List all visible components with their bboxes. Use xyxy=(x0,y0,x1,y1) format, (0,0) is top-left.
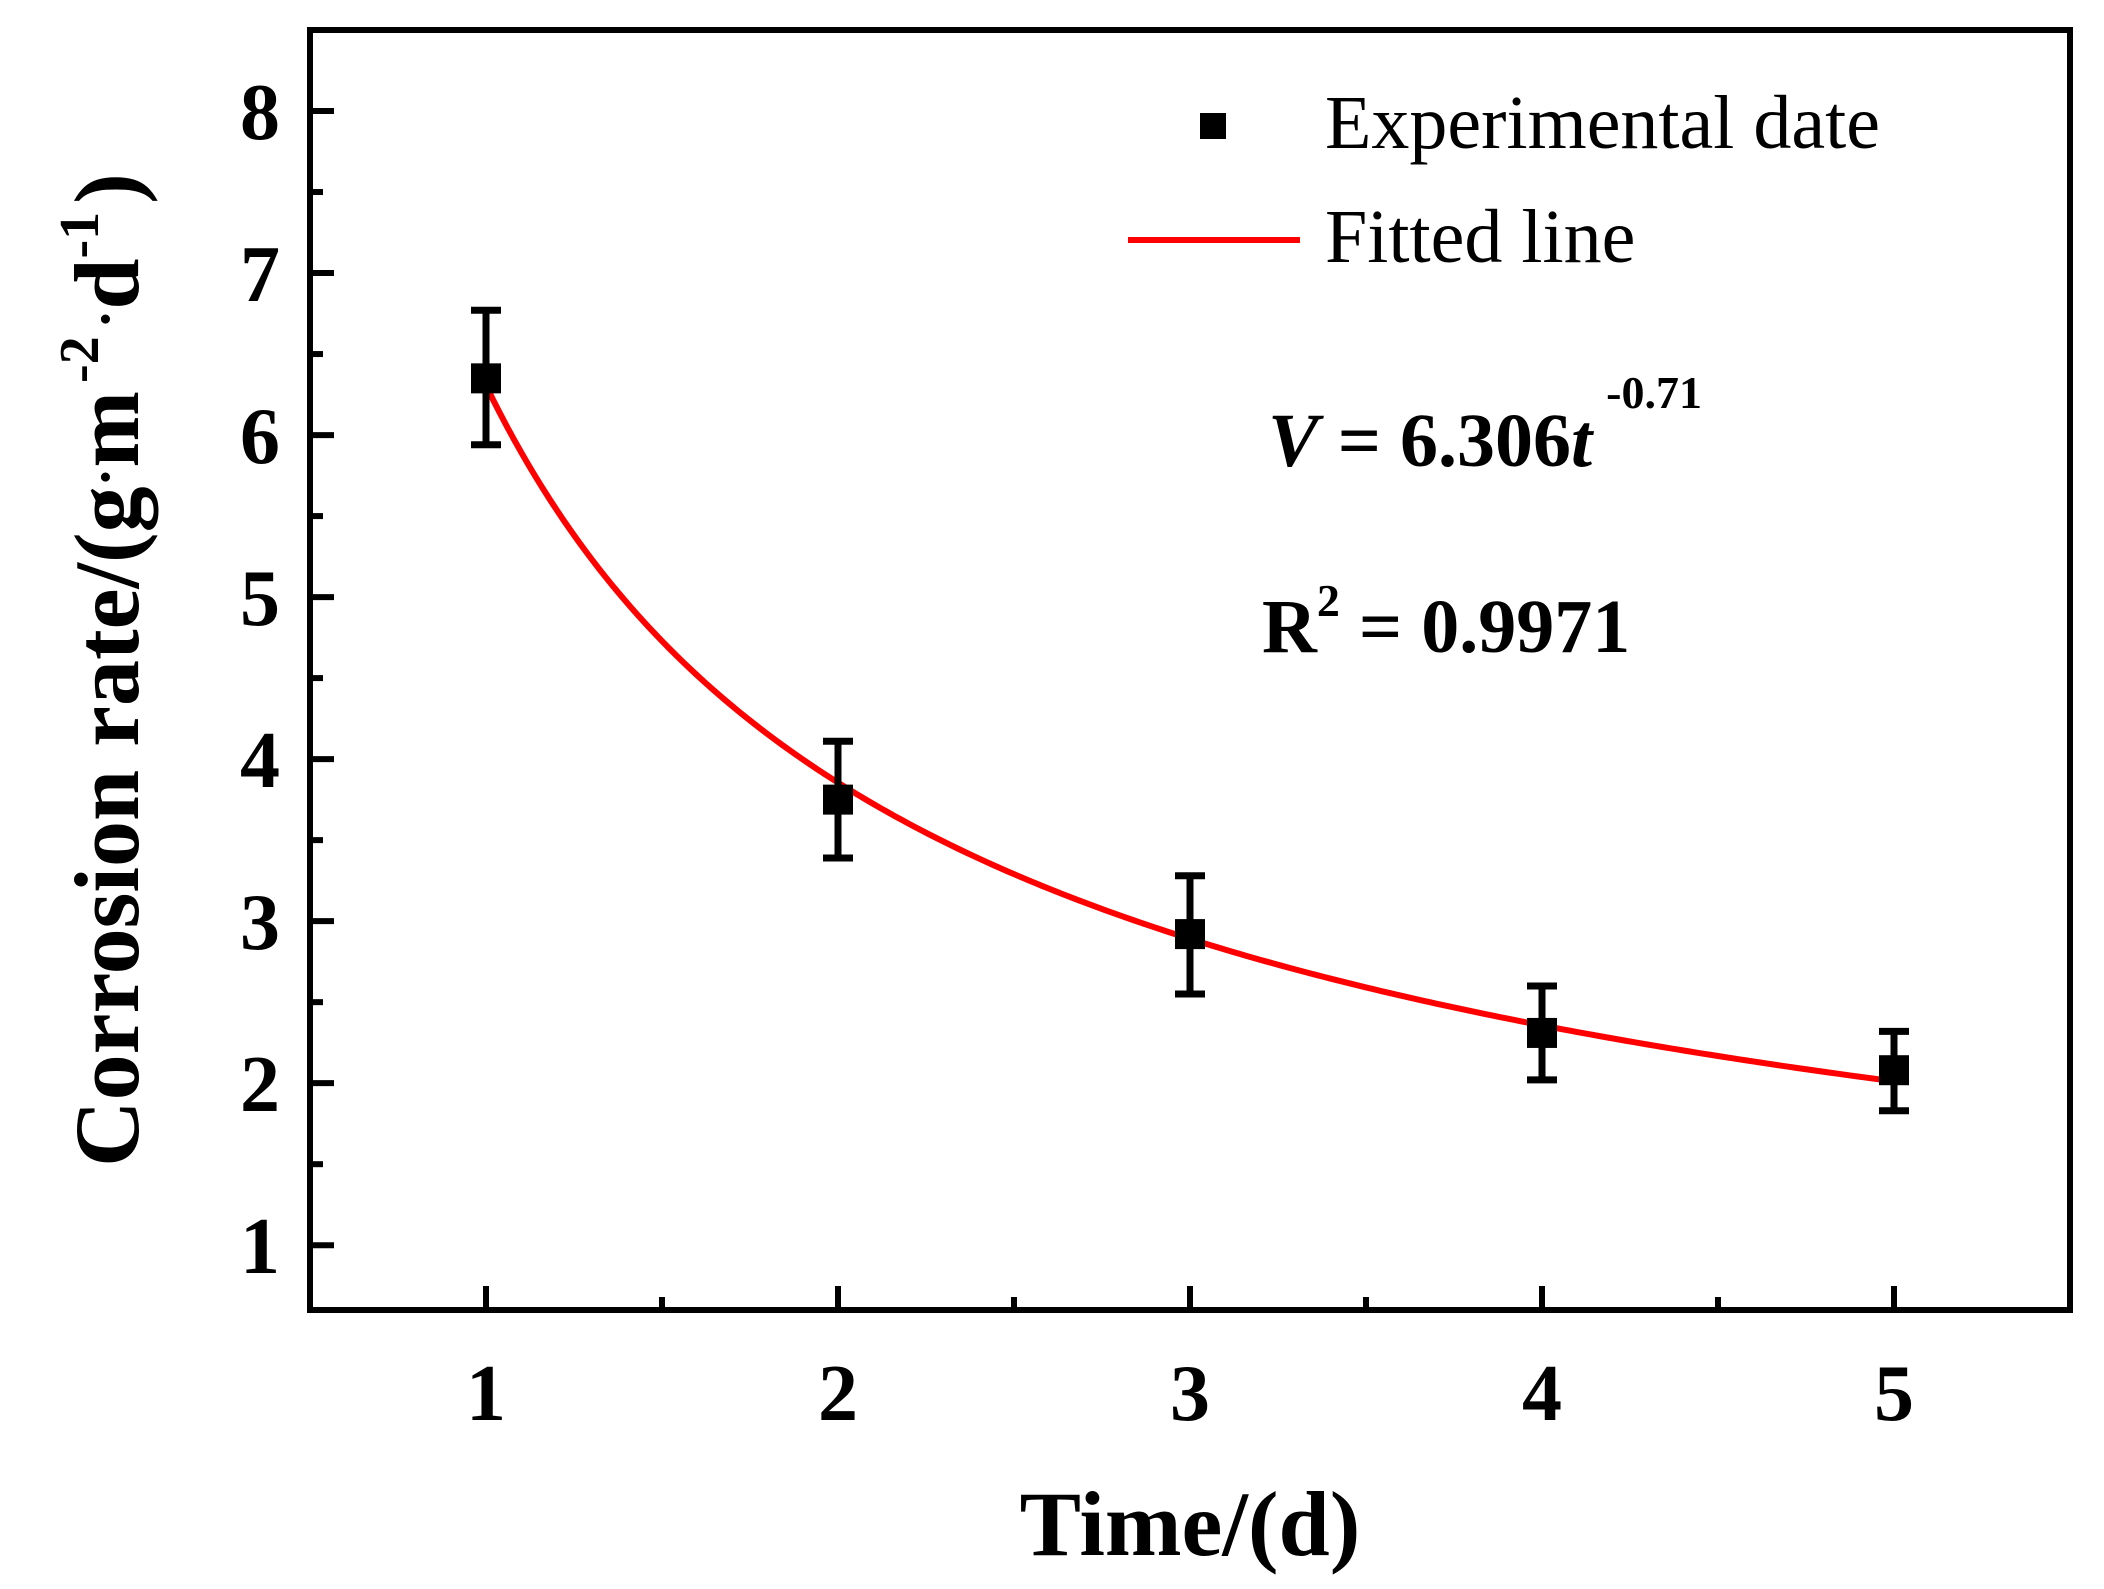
y-label-dot-2: · xyxy=(75,310,137,329)
legend-label-fitted: Fitted line xyxy=(1325,195,1635,279)
x-tick-label: 3 xyxy=(1170,1350,1210,1438)
equation-t: t xyxy=(1571,399,1595,483)
x-axis-ticks: 1 2 3 4 5 xyxy=(466,1286,1914,1438)
y-tick-label: 5 xyxy=(240,555,280,643)
x-tick-label: 5 xyxy=(1874,1350,1914,1438)
r2-exponent: 2 xyxy=(1317,575,1340,626)
legend-marker-square xyxy=(1200,113,1226,139)
y-label-d: d xyxy=(56,258,158,309)
y-tick-label: 7 xyxy=(240,231,280,319)
data-point xyxy=(1175,919,1205,950)
y-tick-label: 6 xyxy=(240,393,280,481)
y-label-exp-2: -1 xyxy=(49,212,111,259)
r2-value: = 0.9971 xyxy=(1340,585,1630,669)
legend: Experimental date Fitted line xyxy=(1128,81,1880,279)
y-axis-label: Corrosion rate/(g·m-2·d-1) xyxy=(49,173,158,1167)
x-tick-label: 1 xyxy=(466,1350,506,1438)
equation-body: = 6.306 xyxy=(1319,399,1571,483)
y-tick-label: 1 xyxy=(240,1203,280,1291)
equation-v: V xyxy=(1268,399,1324,483)
x-tick-label: 4 xyxy=(1522,1350,1562,1438)
legend-label-experimental: Experimental date xyxy=(1325,81,1880,165)
y-tick-label: 8 xyxy=(240,69,280,157)
r2-r: R xyxy=(1262,585,1318,669)
y-label-exp-1: -2 xyxy=(49,336,111,383)
y-tick-label: 4 xyxy=(240,717,280,805)
experimental-points xyxy=(471,306,1909,1115)
r2-annotation: R2 = 0.9971 xyxy=(1262,575,1630,669)
data-point xyxy=(1527,1017,1557,1048)
y-tick-label: 3 xyxy=(240,879,280,967)
y-label-dot-1: · xyxy=(75,468,137,487)
plot-frame xyxy=(307,27,2073,1313)
data-point xyxy=(471,363,501,394)
data-point xyxy=(823,784,853,815)
y-tick-label: 2 xyxy=(240,1041,280,1129)
equation-annotation: V = 6.306t-0.71 xyxy=(1268,367,1702,483)
y-label-close: ) xyxy=(56,173,158,204)
data-point xyxy=(1879,1055,1909,1086)
y-label-m: m xyxy=(56,391,158,468)
x-axis-label: Time/(d) xyxy=(1020,1473,1361,1575)
x-tick-label: 2 xyxy=(818,1350,858,1438)
equation-exponent: -0.71 xyxy=(1606,367,1702,418)
y-axis-ticks: 1 2 3 4 5 6 7 8 xyxy=(240,69,334,1291)
y-label-main: Corrosion rate/(g xyxy=(56,486,158,1166)
